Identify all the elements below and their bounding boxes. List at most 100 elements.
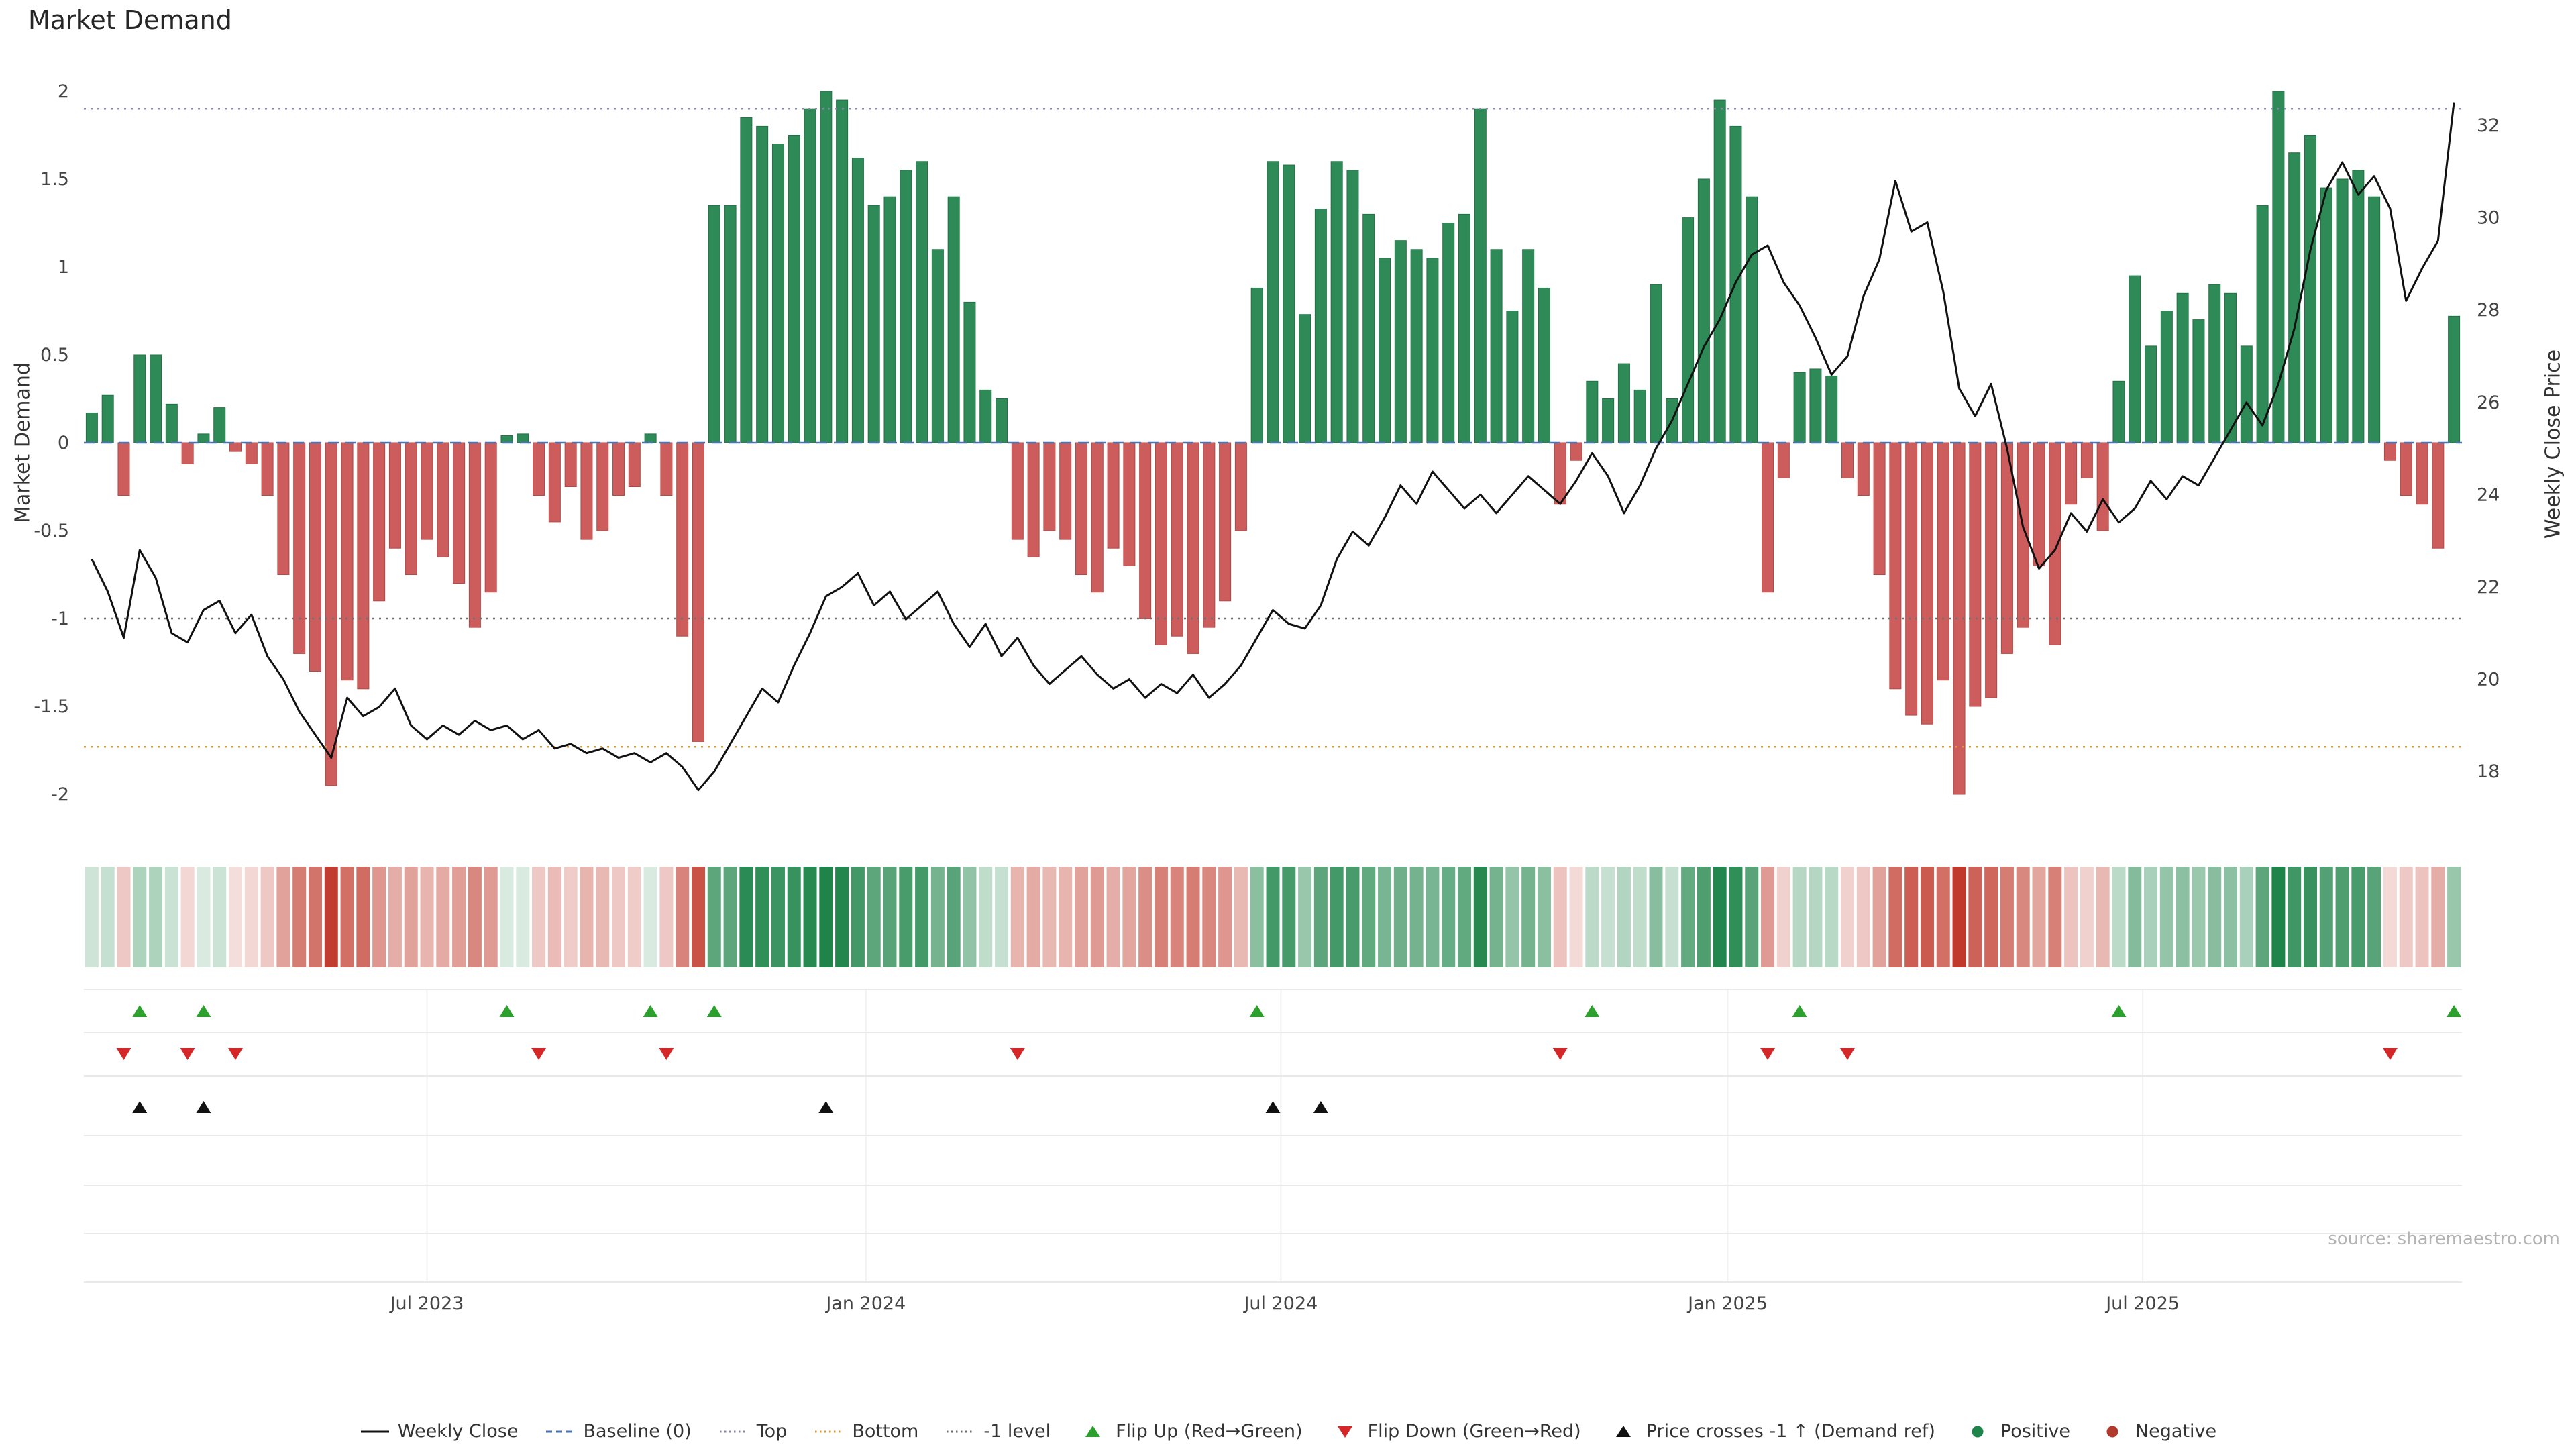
legend-label: -1 level [983, 1421, 1051, 1442]
heatmap-cell [2399, 867, 2413, 967]
legend-triangle-up-icon [1615, 1425, 1631, 1437]
positive-bar [836, 99, 849, 443]
heatmap-cell [276, 867, 290, 967]
heatmap-cell [2367, 867, 2381, 967]
positive-bar [1522, 249, 1535, 443]
positive-bar [2240, 345, 2253, 443]
negative-bar [229, 442, 242, 452]
flip-up-icon [2447, 1005, 2462, 1017]
negative-bar [293, 442, 306, 654]
positive-bar [2368, 196, 2381, 443]
heatmap-cell [133, 867, 147, 967]
negative-bar [1107, 442, 1120, 549]
heatmap-cell [723, 867, 737, 967]
negative-bar [2033, 442, 2045, 566]
heatmap-cell [149, 867, 163, 967]
heatmap-cell [1920, 867, 1934, 967]
negative-bar [117, 442, 130, 496]
heatmap-cell [835, 867, 849, 967]
negative-bar [1889, 442, 1902, 690]
heatmap-cell [1298, 867, 1312, 967]
negative-bar [692, 442, 704, 742]
negative-bar [1921, 442, 1933, 724]
heatmap-cell [1426, 867, 1440, 967]
heatmap-cell [1138, 867, 1152, 967]
legend-item: Negative [2097, 1421, 2216, 1442]
left-axis-label: Market Demand [11, 362, 35, 523]
positive-bar [517, 433, 529, 443]
heatmap-cell [803, 867, 817, 967]
legend-label: Top [756, 1421, 788, 1442]
demand-bars [85, 91, 2461, 795]
heatmap-cell [1266, 867, 1280, 967]
left-tick-label: 0 [58, 433, 69, 453]
heatmap-cell [1042, 867, 1057, 967]
heatmap-cell [1330, 867, 1344, 967]
heatmap-cell [899, 867, 913, 967]
legend-dashed-icon [546, 1430, 575, 1432]
flip-up-markers [132, 1005, 2462, 1017]
heatmap-cell [2415, 867, 2429, 967]
left-tick-label: -1.5 [34, 696, 69, 717]
axis-ticks: 2 1.5 1 0.5 0 -0.5 -1 -1.5 -2 32 30 28 26 24 22 20 18 Jul… [34, 81, 2500, 1314]
left-tick-label: 1 [58, 257, 69, 278]
negative-bar [533, 442, 545, 496]
flip-down-icon [180, 1048, 195, 1060]
heatmap-cell [1984, 867, 1998, 967]
heatmap-cell [180, 867, 195, 967]
positive-bar [2320, 187, 2332, 443]
negative-bar [405, 442, 417, 575]
heatmap-cell [1537, 867, 1551, 967]
negative-bar [2000, 442, 2013, 654]
positive-bar [1809, 368, 1822, 443]
heatmap-cell [691, 867, 705, 967]
heatmap-cell [979, 867, 993, 967]
heatmap-cell [1282, 867, 1296, 967]
negative-bar [437, 442, 449, 557]
heatmap-cell [1074, 867, 1088, 967]
legend-dot-icon [2106, 1426, 2118, 1437]
heatmap-cell [596, 867, 610, 967]
positive-bar [788, 135, 800, 443]
negative-bar [2096, 442, 2109, 531]
positive-bar [947, 196, 960, 443]
positive-bar [133, 354, 146, 443]
heatmap-cell [1505, 867, 1519, 967]
heatmap-cell [260, 867, 274, 967]
heatmap-cell [2208, 867, 2222, 967]
heatmap-cell [356, 867, 370, 967]
positive-bar [1713, 99, 1726, 443]
negative-bar [660, 442, 673, 496]
positive-bar [2448, 315, 2461, 443]
flip-down-markers [116, 1048, 2398, 1060]
legend-dot-icon [1972, 1426, 1984, 1437]
flip-down-icon [659, 1048, 674, 1060]
right-tick-label: 26 [2477, 392, 2500, 413]
negative-bar [1059, 442, 1072, 540]
positive-bar [2176, 292, 2189, 443]
weekly-close-line [91, 102, 2455, 792]
legend-dotted-icon [815, 1430, 844, 1432]
positive-bar [1267, 161, 1279, 443]
heatmap-cell [930, 867, 945, 967]
flip-down-icon [2382, 1048, 2398, 1060]
negative-bar [2080, 442, 2093, 478]
negative-bar [1937, 442, 1949, 681]
legend-label: Bottom [852, 1421, 919, 1442]
negative-bar [261, 442, 274, 496]
negative-bar [676, 442, 689, 637]
flip-down-icon [1760, 1048, 1776, 1060]
heatmap-cell [2319, 867, 2333, 967]
heatmap-cell [2192, 867, 2206, 967]
heatmap-cell [2351, 867, 2365, 967]
flip-up-icon [706, 1005, 722, 1017]
flip-down-icon [1552, 1048, 1568, 1060]
heatmap-cell [1170, 867, 1184, 967]
heatmap-cell [213, 867, 227, 967]
positive-bar [1346, 170, 1359, 443]
flip-down-icon [116, 1048, 131, 1060]
x-tick-label: Jan 2025 [1686, 1293, 1768, 1314]
positive-bar [1474, 108, 1487, 443]
flip-up-icon [499, 1005, 515, 1017]
heatmap-cell [2176, 867, 2190, 967]
